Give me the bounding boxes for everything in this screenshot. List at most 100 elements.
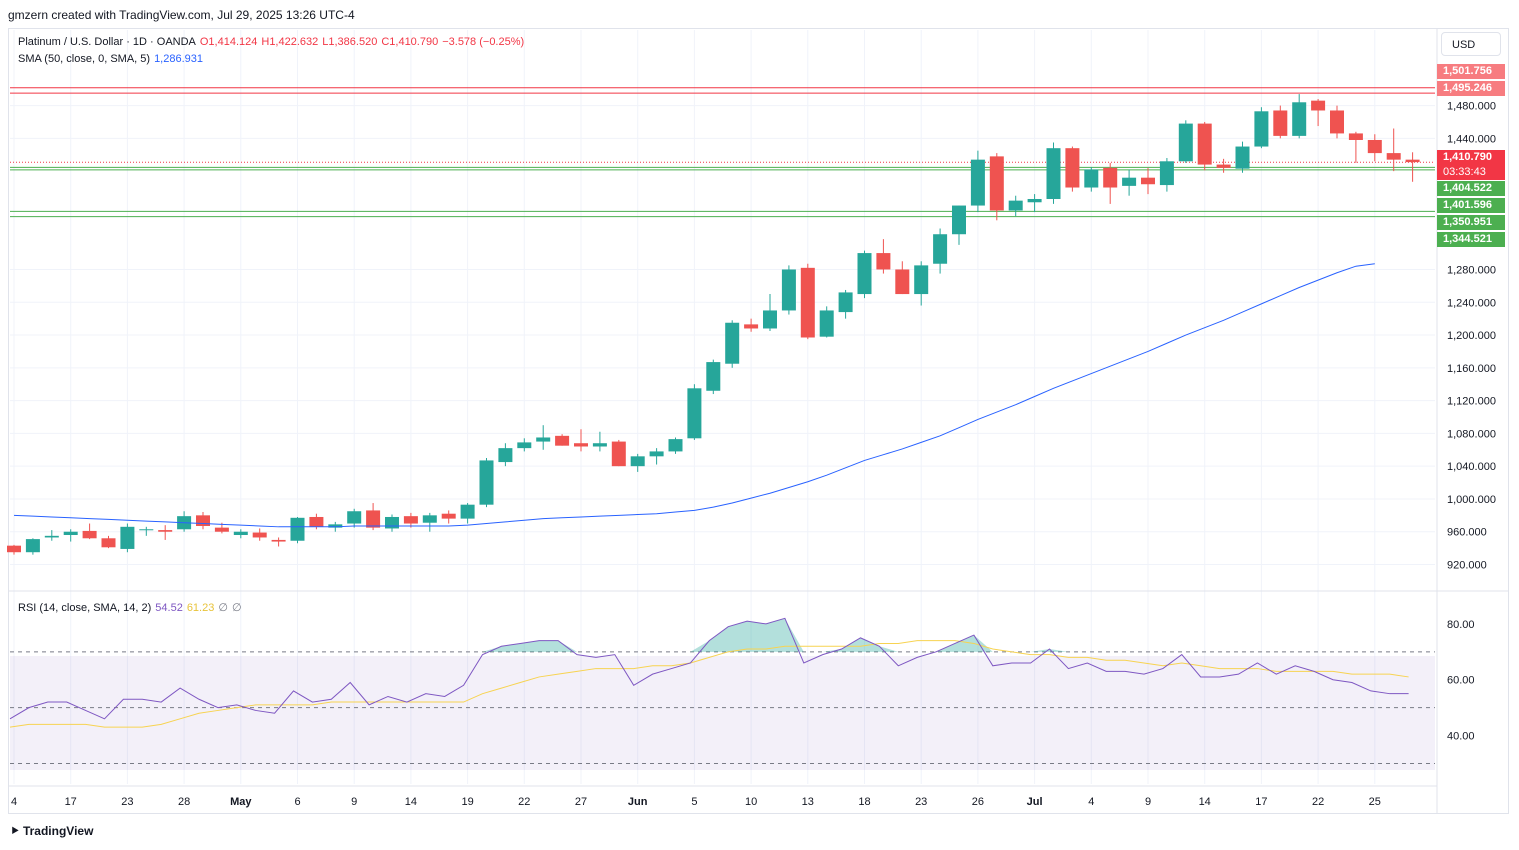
candle-up — [536, 437, 551, 442]
candle-up — [1292, 102, 1307, 136]
price-axis: 1,480.000 1,440.000 1,280.000 1,240.000 1,20… — [1447, 101, 1496, 572]
time-tick-label: 9 — [1145, 796, 1151, 808]
rsi-line — [9, 617, 1409, 720]
candle-up — [63, 531, 78, 536]
price-tick-label: 1,440.000 — [1447, 133, 1496, 145]
tradingview-logo[interactable]: ⯈ TradingView — [10, 824, 93, 839]
candle-down — [271, 539, 286, 542]
rsi-extra-2: ∅ — [231, 602, 242, 614]
open-value: O1,414.124 — [199, 36, 258, 48]
sma-legend[interactable]: SMA (50, close, 0, SMA, 5) 1,286.931 — [18, 53, 207, 65]
sma-line — [13, 263, 1375, 528]
candle-up — [1178, 123, 1193, 162]
rsi-tick-label: 40.00 — [1447, 731, 1475, 743]
chart-frame — [8, 28, 1509, 814]
grid — [10, 30, 1435, 784]
candle-up — [630, 456, 645, 467]
candle-down — [744, 324, 759, 329]
resistance-tag-1: 1,501.756 — [1437, 64, 1505, 79]
rsi-label[interactable]: RSI (14, close, SMA, 14, 2) — [18, 602, 152, 614]
candle-up — [1084, 169, 1099, 188]
price-tick-label: 1,240.000 — [1447, 297, 1496, 309]
candle-down — [158, 530, 173, 532]
change-value: −3.578 (−0.25%) — [442, 36, 525, 48]
candle-up — [479, 460, 494, 505]
candle-up — [422, 515, 437, 523]
price-tick-label: 1,120.000 — [1447, 396, 1496, 408]
time-tick-label: 23 — [121, 796, 133, 808]
candle-up — [819, 310, 834, 337]
price-tick-label: 1,200.000 — [1447, 330, 1496, 342]
support-tag-2: 1,401.596 — [1437, 198, 1505, 213]
candle-up — [933, 234, 948, 264]
candle-down — [1367, 139, 1382, 154]
candle-up — [120, 526, 135, 549]
time-tick-label: 14 — [405, 796, 417, 808]
rsi-band-fill — [10, 656, 1435, 770]
sma-label[interactable]: SMA (50, close, 0, SMA, 5) — [18, 53, 151, 65]
sma-value: 1,286.931 — [154, 53, 203, 65]
candle-up — [592, 443, 607, 447]
candle-down — [1141, 177, 1155, 185]
price-tick-label: 1,280.000 — [1447, 264, 1496, 276]
candle-up — [233, 531, 248, 536]
candle-down — [366, 510, 381, 528]
rsi-tick-label: 80.00 — [1447, 619, 1475, 631]
candle-up — [44, 535, 59, 538]
candle-up — [347, 511, 362, 524]
time-tick-label: 9 — [351, 796, 357, 808]
candle-up — [970, 159, 985, 206]
time-tick-label: 18 — [858, 796, 870, 808]
candle-down — [1405, 159, 1420, 163]
support-tag-3: 1,350.951 — [1437, 215, 1505, 230]
candle-up — [1046, 148, 1061, 199]
time-tick-label: Jul — [1027, 796, 1043, 808]
main-legend[interactable]: Platinum / U.S. Dollar · 1D · OANDA O1,41… — [18, 36, 528, 48]
time-tick-label: 4 — [1088, 796, 1094, 808]
candle-down — [1065, 148, 1080, 188]
rsi-axis: 80.00 60.00 40.00 — [1447, 619, 1475, 743]
candle-down — [101, 538, 116, 548]
candle-up — [649, 451, 664, 457]
candle-up — [1122, 177, 1137, 186]
candle-down — [196, 515, 210, 526]
currency-button[interactable]: USD — [1441, 32, 1501, 56]
candle-up — [781, 269, 796, 311]
candle-down — [574, 443, 588, 447]
price-tick-label: 1,480.000 — [1447, 101, 1496, 113]
time-tick-label: 28 — [178, 796, 190, 808]
symbol-label[interactable]: Platinum / U.S. Dollar · 1D · OANDA — [18, 36, 196, 48]
rsi-legend[interactable]: RSI (14, close, SMA, 14, 2) 54.52 61.23 ∅ ∅ — [18, 601, 246, 614]
candle-up — [857, 253, 872, 295]
support-tag-4: 1,344.521 — [1437, 232, 1505, 247]
current-price-tag: 1,410.790 — [1437, 150, 1505, 165]
candle-down — [989, 156, 1004, 211]
candle-down — [611, 441, 626, 467]
low-value: L1,386.520 — [322, 36, 378, 48]
candle-up — [687, 388, 702, 439]
candle-up — [385, 516, 399, 529]
candles — [7, 94, 1420, 555]
rsi-overbought-fill — [482, 618, 1069, 652]
candle-down — [555, 435, 570, 446]
candle-down — [82, 530, 97, 539]
candle-down — [1330, 110, 1344, 134]
candle-down — [403, 516, 418, 524]
candle-up — [460, 504, 475, 519]
candle-up — [668, 439, 683, 452]
candle-up — [706, 362, 721, 391]
candle-up — [139, 529, 154, 531]
rsi-sma-value: 61.23 — [186, 602, 215, 614]
candle-down — [1197, 123, 1212, 165]
time-axis: 4 17 23 28 May 6 9 14 19 22 27 Jun 5 10 13 18 23 26 Jul 4 9 1… — [11, 796, 1381, 808]
candle-down — [1311, 100, 1326, 111]
candle-up — [1008, 200, 1023, 211]
time-tick-label: 14 — [1199, 796, 1211, 808]
candle-up — [763, 310, 777, 329]
candle-down — [7, 545, 21, 553]
candle-up — [328, 524, 343, 528]
candle-down — [800, 267, 815, 338]
time-tick-label: 19 — [461, 796, 473, 808]
candle-down — [214, 527, 229, 532]
